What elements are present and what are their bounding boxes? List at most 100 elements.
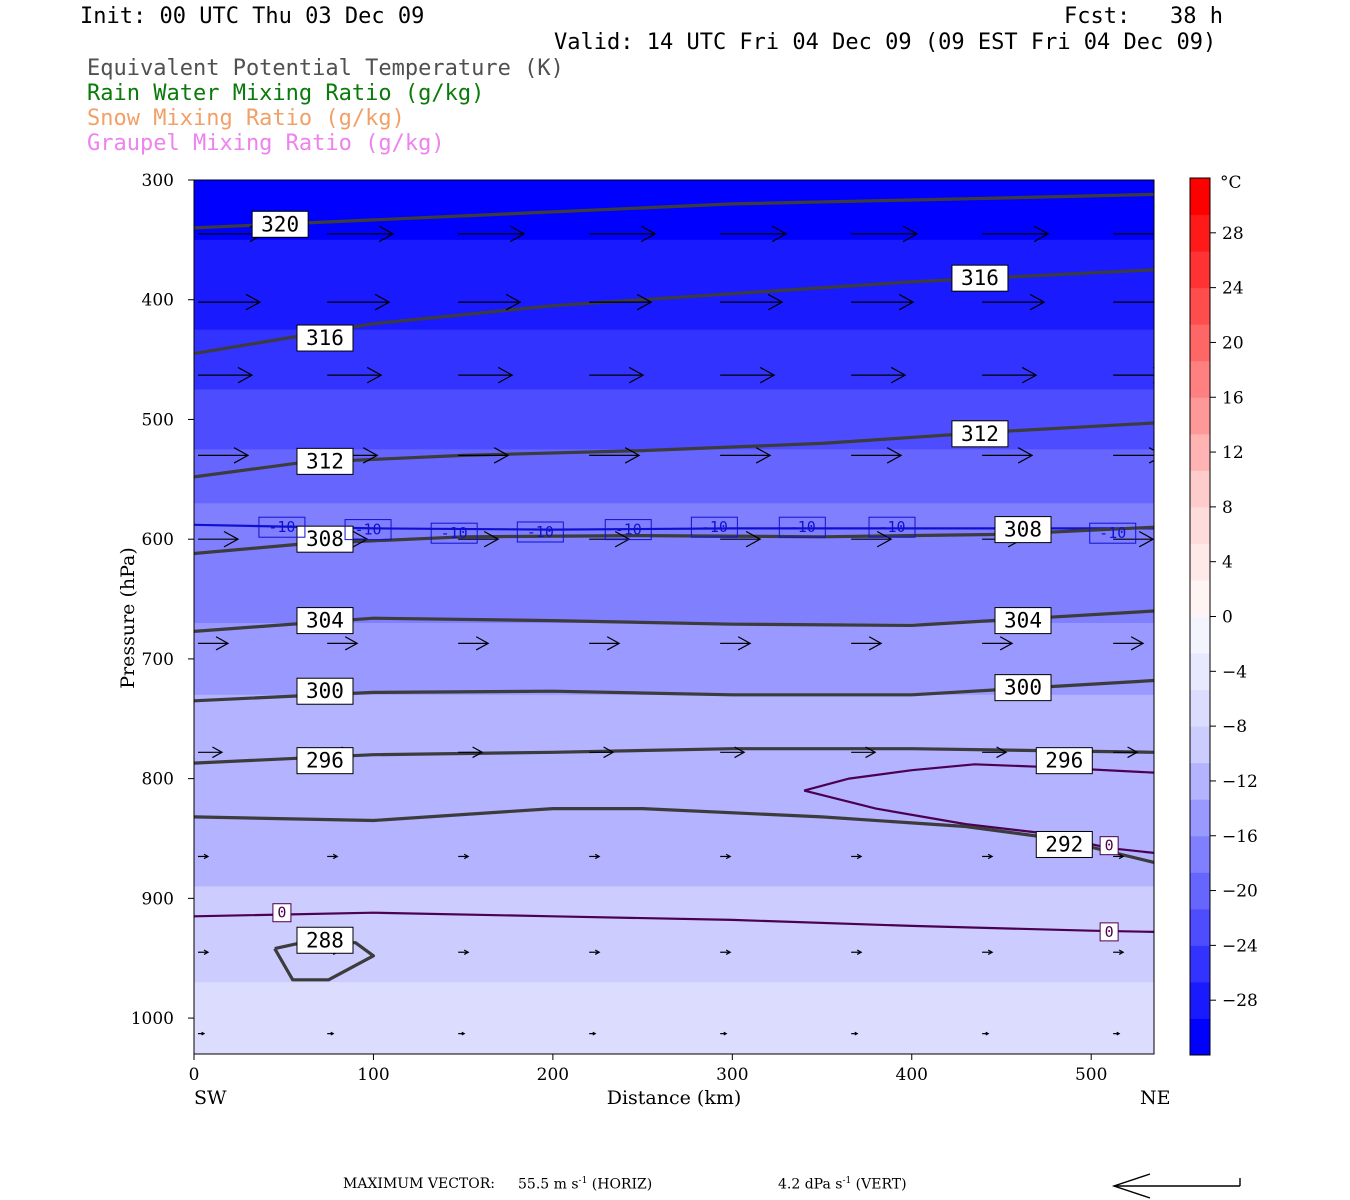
wind-vector-head — [999, 636, 1014, 651]
contour-label: 292 — [1045, 832, 1083, 856]
contour-label-box — [1089, 522, 1137, 544]
temperature-band — [194, 389, 1154, 451]
wind-vector-head — [475, 636, 490, 651]
temperature-band — [194, 503, 1154, 559]
colorbar-segment — [1190, 470, 1210, 508]
colorbar-label: −4 — [1222, 662, 1247, 682]
theta-e-line — [194, 192, 1154, 230]
colorbar-label: −12 — [1222, 772, 1258, 792]
contour-label: 304 — [306, 609, 344, 633]
contour-label: -10 — [615, 521, 642, 539]
temperature-band — [194, 239, 1154, 331]
x-tick-label: 0 — [189, 1065, 200, 1085]
contour-label-box — [1099, 922, 1119, 942]
wind-vector-head — [594, 949, 601, 955]
distance-axis: 0 100 200 300 400 500 — [189, 1054, 1107, 1085]
y-tick-label: 600 — [142, 530, 174, 550]
contour-label: 320 — [261, 212, 299, 236]
legend-graupel: Graupel Mixing Ratio (g/kg) — [87, 131, 445, 156]
max-vector-arrow — [1111, 1173, 1241, 1199]
wind-vector-head — [628, 366, 645, 384]
legend-snow: Snow Mixing Ratio (g/kg) — [87, 106, 405, 131]
contour-label: 316 — [961, 266, 999, 290]
colorbar-label: −24 — [1222, 936, 1258, 956]
valid-time: Valid: 14 UTC Fri 04 Dec 09 (09 EST Fri … — [554, 30, 1217, 55]
wind-vector-head — [212, 746, 224, 759]
contour-label: 308 — [306, 527, 344, 551]
colorbar-segment — [1190, 543, 1210, 581]
contour-label: -10 — [355, 521, 382, 539]
wind-vector-head — [330, 1031, 335, 1036]
colorbar-segment — [1190, 908, 1210, 946]
contour-label: -10 — [441, 524, 468, 542]
contour-label-box — [296, 447, 354, 475]
temperature-band — [194, 982, 1154, 1026]
contour-label-box — [296, 525, 354, 553]
y-tick-label: 900 — [142, 889, 174, 909]
colorbar-segment — [1190, 579, 1210, 617]
colorbar-label: 4 — [1222, 553, 1233, 573]
temperature-fill — [194, 180, 1154, 1054]
wind-vector-head — [1017, 447, 1034, 464]
temperature-band — [194, 694, 1154, 756]
colorbar-segment — [1190, 397, 1210, 435]
pressure-axis: 300 400 500 600 700 800 900 1000 — [131, 171, 194, 1029]
contour-label-box — [296, 677, 354, 705]
y-tick-label: 700 — [142, 650, 174, 670]
x-axis-title: Distance (km) — [607, 1087, 742, 1109]
wind-vector-head — [472, 746, 484, 759]
colorbar-segment — [1190, 214, 1210, 252]
contour-label-box — [296, 747, 354, 775]
colorbar-segment — [1190, 251, 1210, 289]
max-vector-horiz: 55.5 m s-1 (HORIZ) — [518, 1176, 653, 1193]
contour-label: 300 — [1004, 676, 1042, 700]
wind-vector-head — [1116, 1031, 1121, 1036]
contour-label: 0 — [1105, 923, 1114, 941]
temperature-band — [194, 820, 1154, 888]
colorbar-label: −8 — [1222, 717, 1247, 737]
colorbar-label: 24 — [1222, 279, 1244, 299]
contour-label: -10 — [1099, 524, 1126, 542]
contour-label: 312 — [306, 449, 344, 473]
wind-vector-head — [344, 636, 359, 651]
wind-vector-head — [1029, 293, 1046, 311]
wind-vector-head — [493, 447, 510, 464]
wind-vector-head — [898, 293, 915, 311]
legend-theta-e: Equivalent Potential Temperature (K) — [87, 56, 564, 81]
plot-frame — [193, 179, 1155, 1055]
colorbar-segment — [1190, 872, 1210, 910]
contour-label: -10 — [789, 518, 816, 536]
wind-vector-head — [987, 949, 994, 955]
temperature-band — [194, 180, 1154, 241]
wind-vector-head — [725, 949, 732, 955]
max-vector-label: MAXIMUM VECTOR: — [343, 1176, 495, 1192]
colorbar-label: −28 — [1222, 991, 1258, 1011]
wind-vector-head — [734, 746, 746, 759]
contour-label-box — [258, 516, 306, 538]
contour-label: 0 — [277, 904, 286, 922]
wind-vector-head — [606, 636, 621, 651]
y-tick-label: 300 — [142, 171, 174, 191]
wind-vector-head — [592, 1031, 597, 1036]
colorbar-segment — [1190, 835, 1210, 873]
contour-label-box — [344, 519, 392, 541]
colorbar-label: 12 — [1222, 443, 1244, 463]
contour-label-box — [951, 420, 1009, 448]
wind-vector-head — [755, 447, 772, 464]
contour-label: -10 — [527, 523, 554, 541]
colorbar-label: 28 — [1222, 224, 1244, 244]
sw-label: SW — [194, 1087, 227, 1109]
wind-vector-head — [856, 853, 863, 860]
wind-vector-head — [1138, 530, 1154, 548]
x-tick-label: 400 — [896, 1065, 928, 1085]
wind-vector-head — [378, 225, 395, 243]
ne-label: NE — [1140, 1087, 1171, 1109]
y-tick-label: 1000 — [131, 1009, 174, 1029]
wind-vector-head — [245, 293, 262, 311]
contour-labels: 320 316 316 312 312 308 308 304 304 300 300 296 296 2… — [251, 210, 1137, 954]
contour-label: -10 — [268, 518, 295, 536]
y-axis-title: Pressure (hPa) — [117, 547, 139, 689]
wind-vector-head — [1021, 366, 1038, 384]
colorbar-label: 8 — [1222, 498, 1233, 518]
